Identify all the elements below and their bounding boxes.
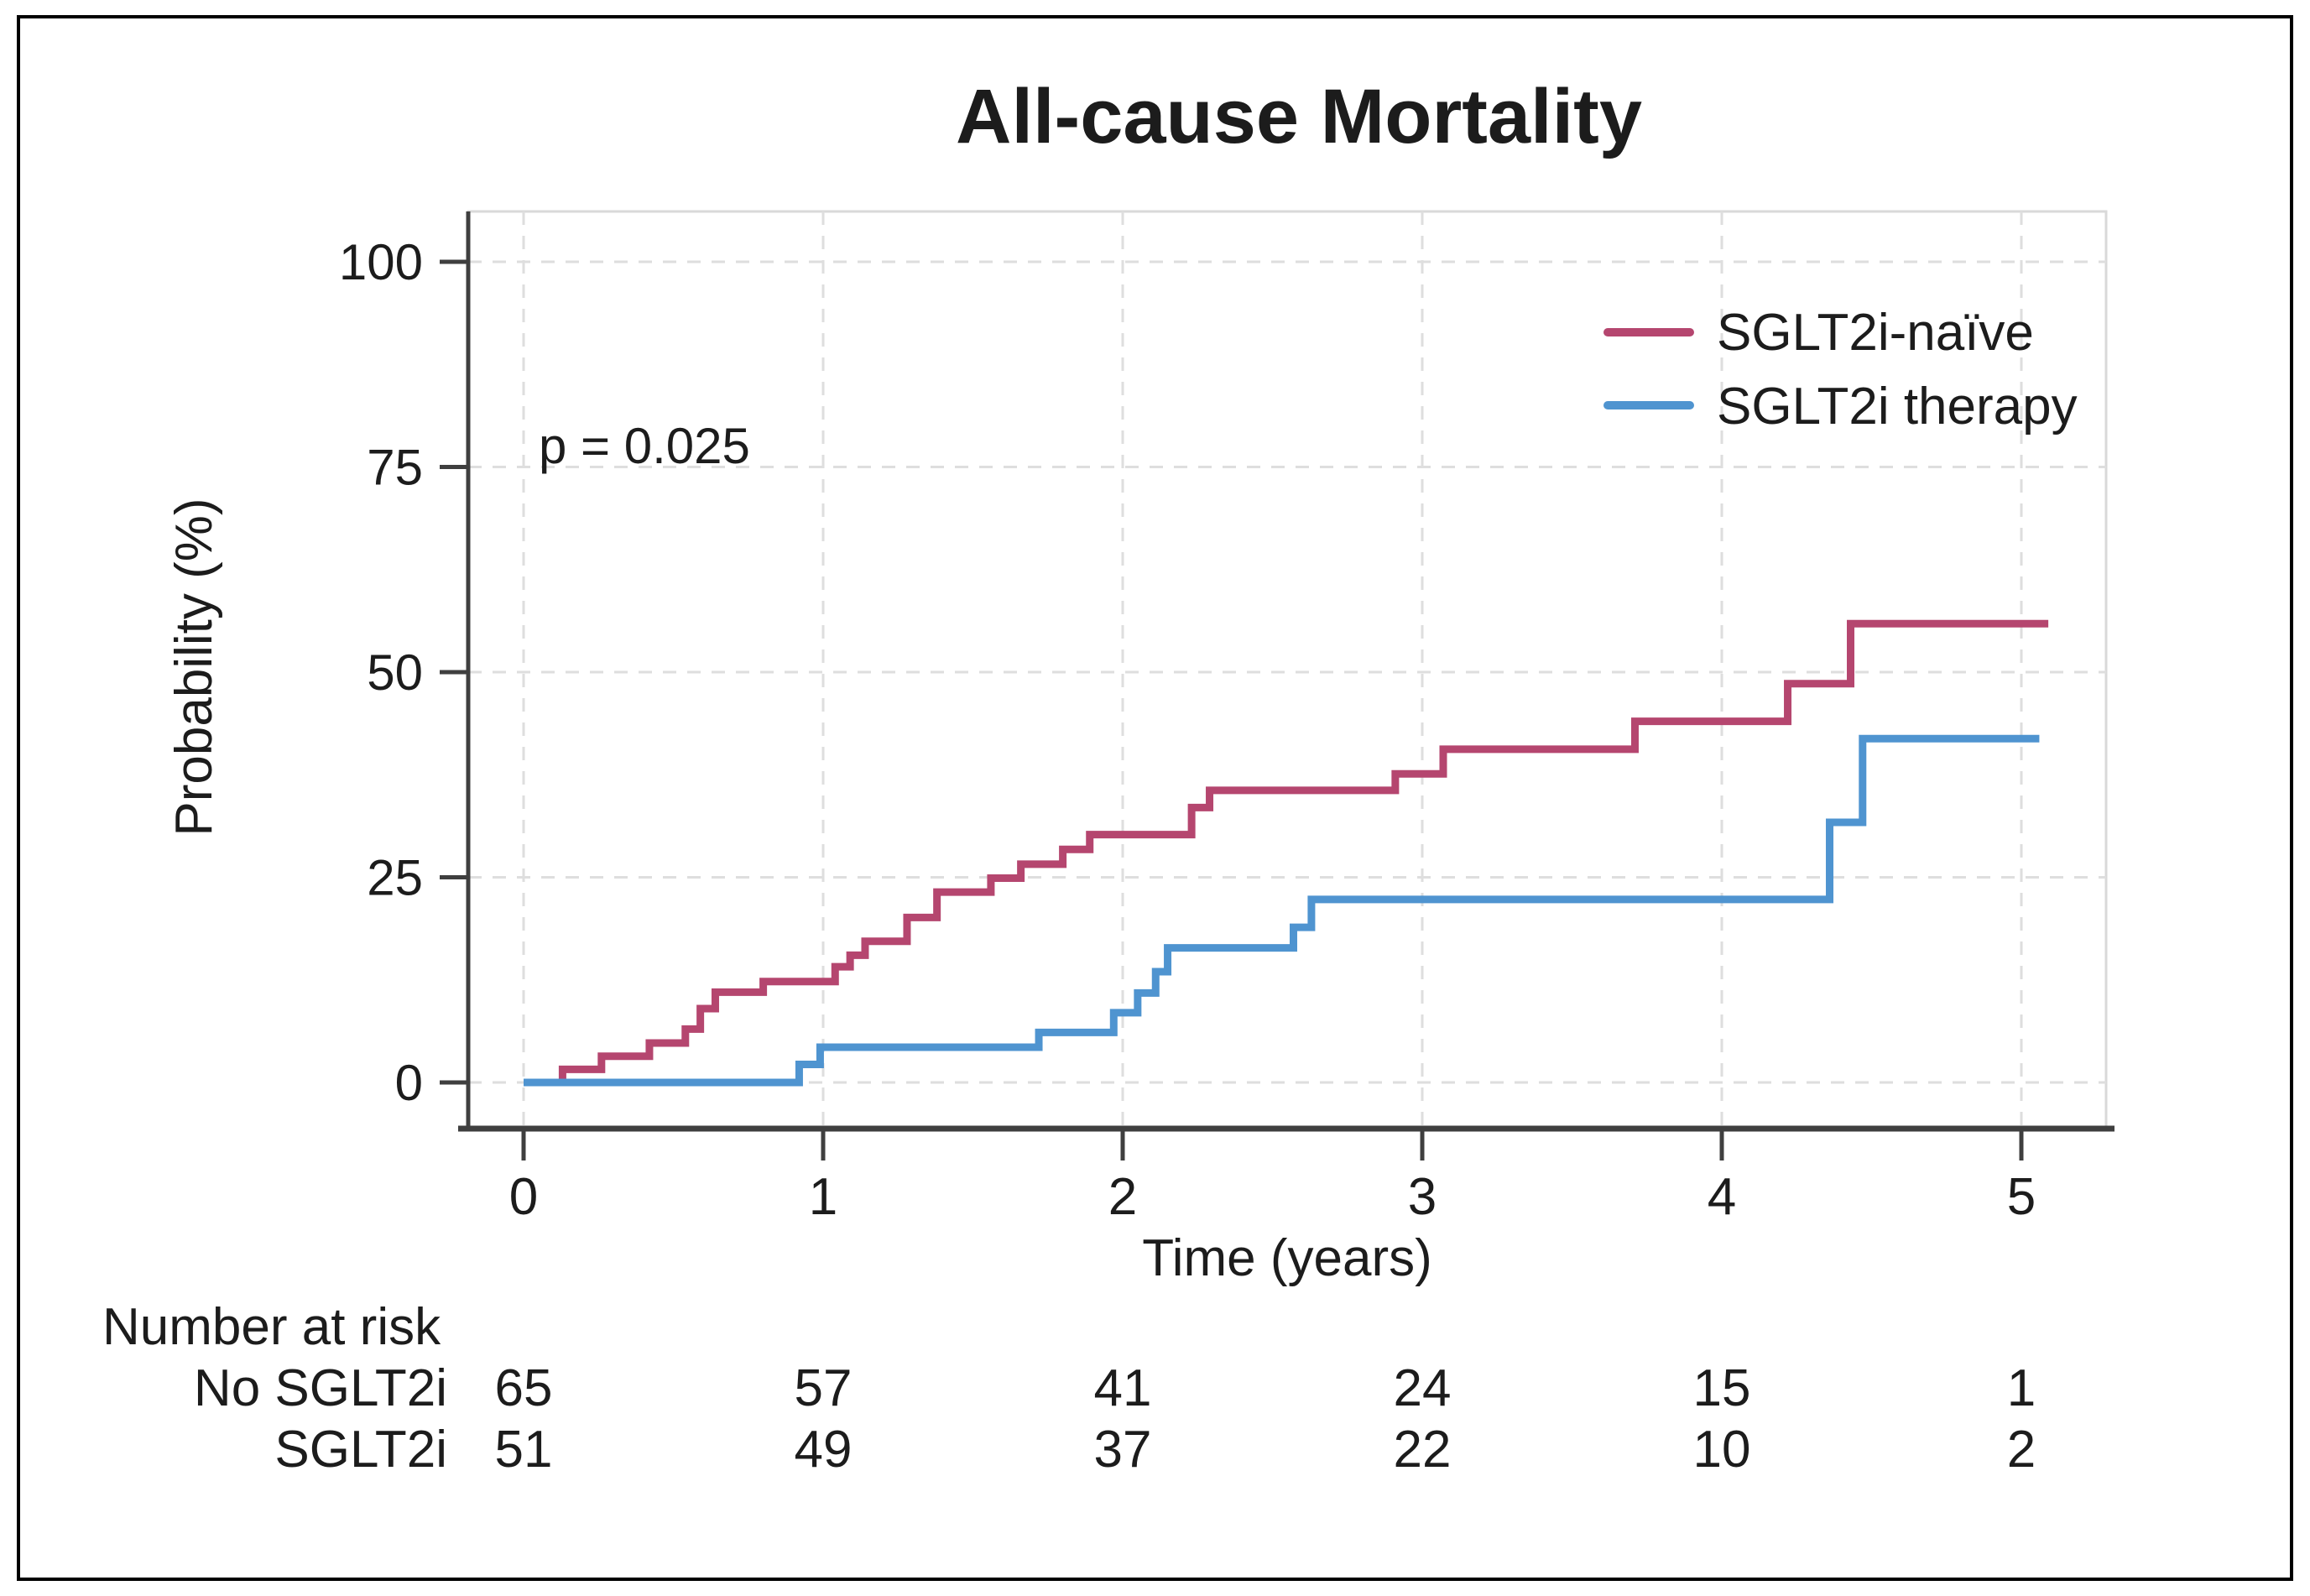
y-tick-label: 75 (367, 440, 423, 496)
x-tick-label: 4 (1708, 1168, 1736, 1226)
risk-value: 51 (495, 1421, 553, 1479)
y-tick-label: 0 (395, 1055, 423, 1111)
x-tick-label: 1 (809, 1168, 837, 1226)
survival-curves (524, 619, 2049, 1087)
risk-value: 49 (795, 1421, 853, 1479)
chart-title: All-cause Mortality (956, 74, 1642, 159)
survival-curve-0 (524, 619, 2049, 1087)
risk-value: 1 (2007, 1359, 2036, 1417)
axis-tick-labels: 0 25 50 75 100 0 1 2 3 4 5 (339, 234, 2036, 1226)
risk-row-label-no-sglt2i: No SGLT2i (194, 1359, 447, 1417)
risk-value: 22 (1394, 1421, 1452, 1479)
number-at-risk-table: Number at risk No SGLT2i SGLT2i 65 57 41 24… (102, 1298, 2036, 1479)
survival-curve-1 (524, 734, 2040, 1087)
p-value-annotation: p = 0.025 (539, 418, 750, 474)
legend: SGLT2i-naïve SGLT2i therapy (1603, 304, 2078, 436)
y-tick-label: 50 (367, 644, 423, 701)
risk-value: 24 (1394, 1359, 1452, 1417)
risk-value: 10 (1693, 1421, 1751, 1479)
x-tick-label: 0 (509, 1168, 538, 1226)
x-axis-title: Time (years) (1142, 1229, 1432, 1287)
risk-value: 41 (1094, 1359, 1152, 1417)
risk-value: 37 (1094, 1421, 1152, 1479)
risk-values: 65 57 41 24 15 1 51 49 37 22 10 2 (495, 1359, 2036, 1479)
y-tick-label: 100 (339, 234, 423, 290)
x-tick-label: 5 (2007, 1168, 2036, 1226)
risk-value: 15 (1693, 1359, 1751, 1417)
y-tick-label: 25 (367, 850, 423, 906)
risk-table-header: Number at risk (102, 1298, 441, 1356)
risk-value: 57 (795, 1359, 853, 1417)
risk-value: 2 (2007, 1421, 2036, 1479)
x-tick-label: 2 (1108, 1168, 1137, 1226)
risk-row-label-sglt2i: SGLT2i (274, 1421, 447, 1479)
legend-label-sglt2i-therapy: SGLT2i therapy (1717, 378, 2078, 436)
y-axis-title: Probability (%) (165, 498, 223, 836)
legend-label-sglt2i-naive: SGLT2i-naïve (1717, 304, 2034, 362)
x-tick-label: 3 (1408, 1168, 1437, 1226)
risk-value: 65 (495, 1359, 553, 1417)
figure-border (17, 15, 2293, 1581)
axis-ticks (440, 259, 2024, 1160)
